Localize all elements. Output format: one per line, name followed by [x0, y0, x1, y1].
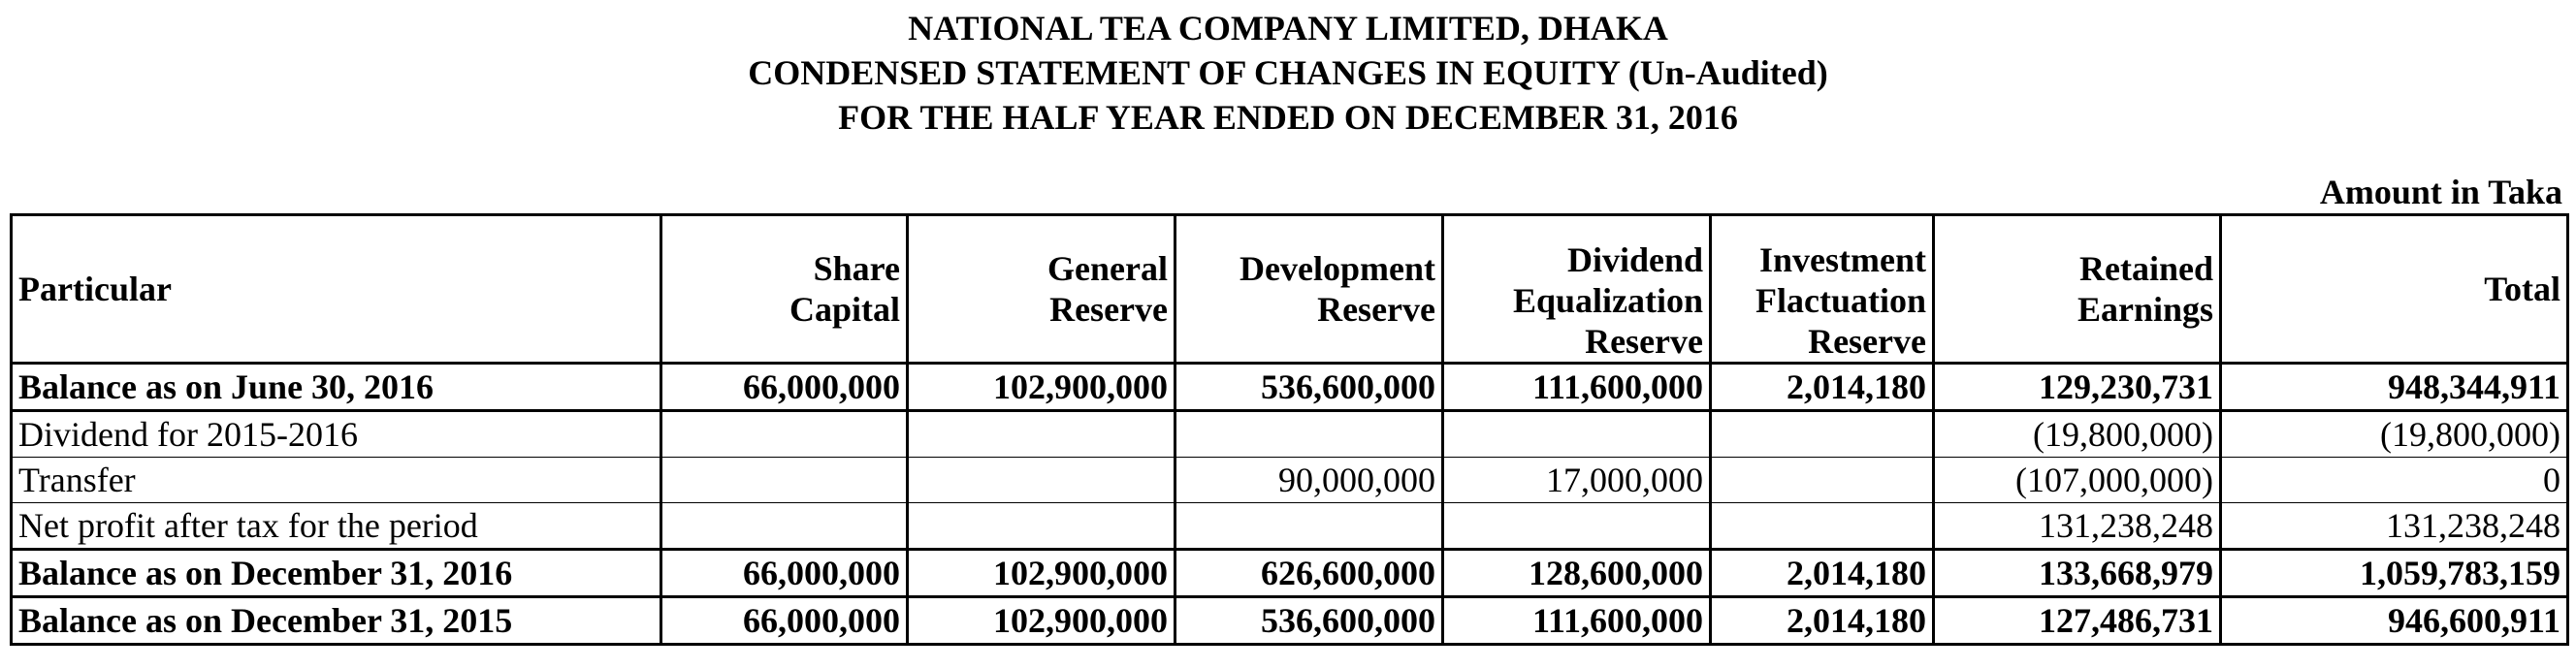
column-header-development-reserve: Development Reserve	[1174, 213, 1444, 365]
cell-investment-fluctuation-reserve	[1709, 410, 1935, 458]
cell-retained-earnings: 129,230,731	[1932, 362, 2222, 412]
column-header-total: Total	[2219, 213, 2569, 365]
table-row-balance-june-2016: Balance as on June 30, 2016 66,000,000 1…	[10, 362, 2569, 412]
cell-dividend-equalization-reserve: 17,000,000	[1441, 457, 1712, 503]
table-row-dividend: Dividend for 2015-2016 (19,800,000) (19,…	[10, 410, 2569, 458]
company-name: NATIONAL TEA COMPANY LIMITED, DHAKA	[908, 9, 1668, 48]
cell-retained-earnings: 127,486,731	[1932, 595, 2222, 646]
column-header-dividend-equalization-reserve: Dividend Equalization Reserve	[1441, 213, 1712, 365]
cell-investment-fluctuation-reserve	[1709, 457, 1935, 503]
statement-period: FOR THE HALF YEAR ENDED ON DECEMBER 31, …	[838, 98, 1738, 137]
cell-share-capital: 66,000,000	[660, 362, 909, 412]
cell-general-reserve: 102,900,000	[906, 595, 1176, 646]
row-label: Balance as on June 30, 2016	[10, 362, 662, 412]
row-label: Balance as on December 31, 2016	[10, 548, 662, 598]
cell-share-capital: 66,000,000	[660, 595, 909, 646]
column-header-retained-earnings: Retained Earnings	[1932, 213, 2222, 365]
cell-general-reserve	[906, 502, 1176, 550]
cell-development-reserve	[1174, 502, 1444, 550]
cell-investment-fluctuation-reserve: 2,014,180	[1709, 362, 1935, 412]
row-label: Balance as on December 31, 2015	[10, 595, 662, 646]
cell-retained-earnings: 133,668,979	[1932, 548, 2222, 598]
column-header-share-capital: Share Capital	[660, 213, 909, 365]
cell-share-capital	[660, 410, 909, 458]
cell-development-reserve: 536,600,000	[1174, 595, 1444, 646]
cell-dividend-equalization-reserve	[1441, 410, 1712, 458]
cell-total: 948,344,911	[2219, 362, 2569, 412]
cell-investment-fluctuation-reserve: 2,014,180	[1709, 548, 1935, 598]
statement-name: CONDENSED STATEMENT OF CHANGES IN EQUITY…	[748, 53, 1828, 92]
cell-total: 131,238,248	[2219, 502, 2569, 550]
table-row-balance-december-2016: Balance as on December 31, 2016 66,000,0…	[10, 548, 2569, 598]
cell-general-reserve	[906, 410, 1176, 458]
cell-development-reserve	[1174, 410, 1444, 458]
statement-title-block: NATIONAL TEA COMPANY LIMITED, DHAKA COND…	[0, 6, 2576, 140]
cell-development-reserve: 626,600,000	[1174, 548, 1444, 598]
row-label: Transfer	[10, 457, 662, 503]
table-header-row: Particular Share Capital General Reserve…	[10, 213, 2569, 365]
cell-investment-fluctuation-reserve	[1709, 502, 1935, 550]
cell-total: 0	[2219, 457, 2569, 503]
cell-total: 946,600,911	[2219, 595, 2569, 646]
cell-dividend-equalization-reserve: 111,600,000	[1441, 362, 1712, 412]
table-row-balance-december-2015: Balance as on December 31, 2015 66,000,0…	[10, 595, 2569, 646]
cell-share-capital	[660, 457, 909, 503]
cell-dividend-equalization-reserve: 111,600,000	[1441, 595, 1712, 646]
cell-general-reserve: 102,900,000	[906, 548, 1176, 598]
cell-retained-earnings: (19,800,000)	[1932, 410, 2222, 458]
equity-changes-table: Particular Share Capital General Reserve…	[10, 213, 2569, 646]
cell-share-capital: 66,000,000	[660, 548, 909, 598]
cell-total: 1,059,783,159	[2219, 548, 2569, 598]
cell-retained-earnings: 131,238,248	[1932, 502, 2222, 550]
cell-general-reserve: 102,900,000	[906, 362, 1176, 412]
cell-dividend-equalization-reserve	[1441, 502, 1712, 550]
cell-retained-earnings: (107,000,000)	[1932, 457, 2222, 503]
row-label: Dividend for 2015-2016	[10, 410, 662, 458]
cell-share-capital	[660, 502, 909, 550]
table-row-transfer: Transfer 90,000,000 17,000,000 (107,000,…	[10, 457, 2569, 503]
cell-general-reserve	[906, 457, 1176, 503]
amount-unit-note: Amount in Taka	[2319, 173, 2562, 211]
row-label: Net profit after tax for the period	[10, 502, 662, 550]
cell-development-reserve: 90,000,000	[1174, 457, 1444, 503]
table-row-net-profit: Net profit after tax for the period 131,…	[10, 502, 2569, 550]
cell-dividend-equalization-reserve: 128,600,000	[1441, 548, 1712, 598]
column-header-investment-fluctuation-reserve: Investment Flactuation Reserve	[1709, 213, 1935, 365]
cell-total: (19,800,000)	[2219, 410, 2569, 458]
column-header-general-reserve: General Reserve	[906, 213, 1176, 365]
column-header-particular: Particular	[10, 213, 662, 365]
cell-investment-fluctuation-reserve: 2,014,180	[1709, 595, 1935, 646]
cell-development-reserve: 536,600,000	[1174, 362, 1444, 412]
